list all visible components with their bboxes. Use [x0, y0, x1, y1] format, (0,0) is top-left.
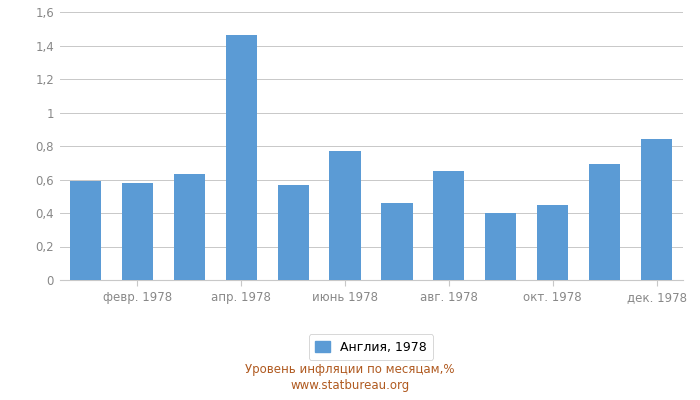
Bar [433, 171, 464, 280]
Text: www.statbureau.org: www.statbureau.org [290, 380, 410, 392]
Bar [225, 36, 257, 280]
Bar [589, 164, 620, 280]
Bar [641, 139, 672, 280]
Bar [537, 205, 568, 280]
Text: Уровень инфляции по месяцам,%: Уровень инфляции по месяцам,% [245, 364, 455, 376]
Bar [122, 183, 153, 280]
Bar [485, 213, 517, 280]
Bar [277, 184, 309, 280]
Bar [174, 174, 205, 280]
Legend: Англия, 1978: Англия, 1978 [309, 334, 433, 360]
Bar [330, 151, 360, 280]
Bar [70, 181, 101, 280]
Bar [382, 203, 412, 280]
